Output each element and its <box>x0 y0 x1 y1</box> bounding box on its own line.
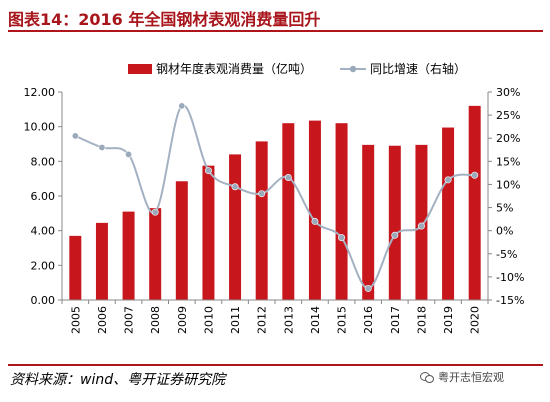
left-tick-label: 10.00 <box>24 121 56 134</box>
growth-point <box>417 222 425 230</box>
wechat-icon <box>420 371 434 383</box>
bar <box>69 235 82 300</box>
bar <box>362 144 375 300</box>
bar <box>175 181 188 300</box>
x-tick-label: 2013 <box>282 306 295 334</box>
watermark: 粤开志恒宏观 <box>420 369 504 385</box>
growth-point <box>391 231 399 239</box>
legend-line-marker <box>349 65 357 73</box>
bar <box>122 211 135 300</box>
x-tick-label: 2017 <box>389 306 402 334</box>
x-tick-label: 2010 <box>202 306 215 334</box>
legend: 钢材年度表观消费量（亿吨） 同比增速（右轴） <box>128 61 466 76</box>
growth-point <box>151 208 159 216</box>
legend-line-label: 同比增速（右轴） <box>370 61 466 76</box>
bar <box>282 123 295 300</box>
x-tick-label: 2019 <box>442 306 455 334</box>
right-tick-label: 30% <box>496 86 520 99</box>
bar <box>335 123 348 300</box>
x-axis: 2005 2006 2007 2008 2009 2010 2011 2012 2013 2014… <box>61 299 489 334</box>
right-axis: -15% -10% -5% 0% 5% 10% 15% 20% 25% 30% <box>487 86 524 307</box>
x-tick-label: 2007 <box>123 306 136 334</box>
growth-point <box>364 284 372 292</box>
legend-bar-label: 钢材年度表观消费量（亿吨） <box>156 61 312 76</box>
bar <box>149 208 162 300</box>
source-divider <box>8 364 543 366</box>
growth-point <box>338 234 346 242</box>
bar <box>442 127 455 301</box>
growth-line <box>74 104 475 290</box>
bar-series <box>69 105 481 301</box>
growth-point <box>178 102 186 110</box>
right-tick-label: 5% <box>496 202 513 215</box>
right-tick-label: -10% <box>496 271 524 284</box>
x-tick-label: 2009 <box>176 306 189 334</box>
x-tick-label: 2006 <box>96 306 109 334</box>
growth-point <box>311 217 319 225</box>
left-tick-label: 0.00 <box>31 294 56 307</box>
x-tick-label: 2011 <box>229 306 242 334</box>
right-tick-label: -15% <box>496 294 524 307</box>
growth-point <box>231 183 239 191</box>
x-tick-label: 2014 <box>309 306 322 334</box>
left-tick-label: 6.00 <box>31 190 56 203</box>
growth-point <box>125 150 133 158</box>
bar <box>255 141 268 300</box>
page-title: 图表14：2016 年全国钢材表观消费量回升 <box>8 10 321 29</box>
x-tick-label: 2012 <box>256 306 269 334</box>
bar <box>415 144 428 300</box>
watermark-text: 粤开志恒宏观 <box>438 371 504 384</box>
x-tick-label: 2015 <box>336 306 349 334</box>
left-tick-label: 8.00 <box>31 155 56 168</box>
left-tick-label: 12.00 <box>24 86 56 99</box>
right-tick-label: 15% <box>496 155 520 168</box>
bar <box>308 120 321 300</box>
bar <box>468 105 481 300</box>
growth-point <box>98 143 106 151</box>
left-axis: 0.00 2.00 4.00 6.00 8.00 10.00 12.00 <box>24 86 63 307</box>
bar <box>202 165 215 300</box>
left-tick-label: 4.00 <box>31 225 56 238</box>
line-series <box>71 102 479 292</box>
right-tick-label: 0% <box>496 225 513 238</box>
left-tick-label: 2.00 <box>31 259 56 272</box>
right-tick-label: -5% <box>496 248 517 261</box>
growth-point <box>444 176 452 184</box>
x-tick-label: 2008 <box>149 306 162 334</box>
x-tick-label: 2018 <box>415 306 428 334</box>
right-tick-label: 10% <box>496 178 520 191</box>
growth-point <box>258 190 266 198</box>
growth-point <box>471 171 479 179</box>
bar <box>95 222 108 300</box>
legend-bar-swatch <box>128 64 152 74</box>
bar <box>388 145 401 300</box>
source-note: 资料来源：wind、粤开证券研究院 <box>10 372 226 388</box>
right-tick-label: 20% <box>496 132 520 145</box>
x-tick-label: 2016 <box>362 306 375 334</box>
right-tick-label: 25% <box>496 109 520 122</box>
x-tick-label: 2005 <box>69 306 82 334</box>
growth-point <box>204 167 212 175</box>
growth-point <box>71 132 79 140</box>
bar <box>229 154 242 300</box>
growth-point <box>284 174 292 182</box>
title-bar: 图表14：2016 年全国钢材表观消费量回升 <box>8 6 543 32</box>
x-tick-label: 2020 <box>469 306 482 334</box>
